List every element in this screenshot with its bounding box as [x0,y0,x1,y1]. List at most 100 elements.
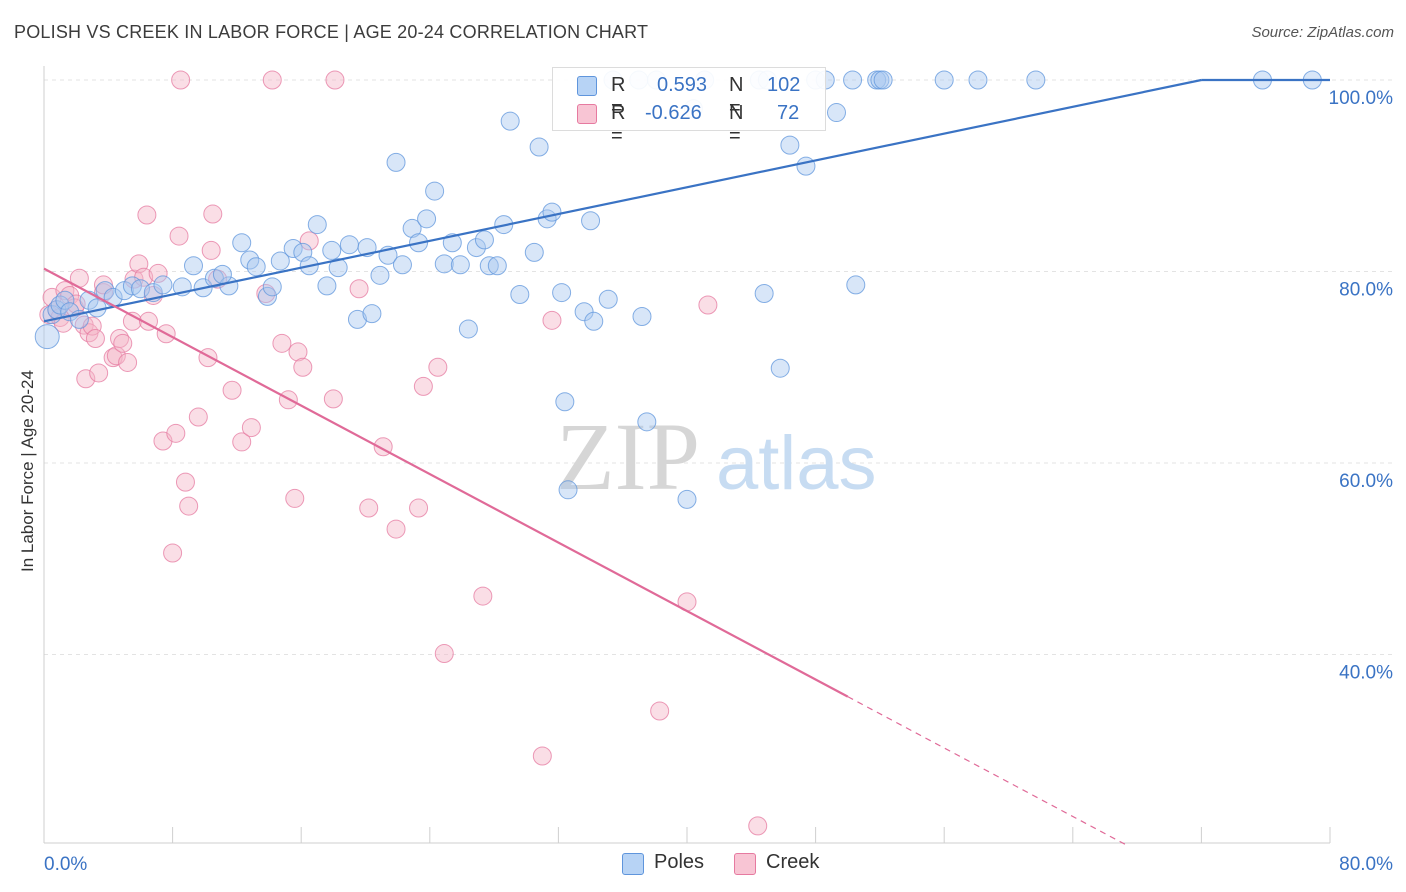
poles-point [95,281,115,301]
poles-point [458,319,478,339]
poles-point [510,284,530,304]
creek-point [169,226,189,246]
creek-point [85,329,105,349]
watermark-zip: ZIP [556,403,700,510]
poles-point [392,255,412,275]
poles-point [487,256,507,276]
creek-point [103,348,123,368]
creek-point [428,357,448,377]
poles-point [402,218,422,238]
poles-point [434,254,454,274]
poles-point [317,276,337,296]
poles-point [262,277,282,297]
poles-point [826,103,846,123]
poles-point [246,257,266,277]
n-label: N = [729,102,744,147]
poles-point [386,152,406,172]
poles-point [637,412,657,432]
tick-labels: 40.0% 60.0% 80.0% 100.0% 0.0% 80.0% [44,88,1393,875]
x-tick-label-min: 0.0% [44,854,87,875]
poles-point [339,235,359,255]
n-label: N = [729,74,744,119]
creek-points [39,70,768,836]
poles-point [529,137,549,157]
poles-point [555,392,575,412]
creek-point [232,432,252,452]
creek-point [203,204,223,224]
poles-point [934,70,954,90]
creek-point [748,816,768,836]
poles-point [425,181,445,201]
creek-point [118,352,138,372]
grid-lines [44,79,1394,655]
poles-n-value: 102 [767,74,801,96]
creek-point [66,294,86,314]
poles-point [153,275,173,295]
creek-point [137,205,157,225]
poles-point [500,111,520,131]
poles-point [574,302,594,322]
creek-point [89,363,109,383]
creek-point [323,389,343,409]
poles-point [183,256,203,276]
poles-point [307,215,327,235]
poles-point [677,489,697,509]
creek-point [175,472,195,492]
poles-point [843,70,863,90]
poles-point [542,202,562,222]
poles-point [581,211,601,231]
poles-point [780,135,800,155]
creek-point [262,70,282,90]
creek-swatch [577,104,597,124]
poles-point [328,258,348,278]
creek-point [288,342,308,362]
source-label: Source: ZipAtlas.com [1251,24,1394,41]
watermark-atlas: atlas [716,421,877,506]
creek-trend-line-extension [847,696,1130,847]
poles-point [846,275,866,295]
creek-point [171,70,191,90]
creek-point [413,376,433,396]
creek-trend-line [43,267,849,698]
creek-legend-label: Creek [766,851,820,873]
creek-point [698,295,718,315]
r-label: R = [611,74,626,119]
creek-point [201,240,221,260]
poles-point [270,251,290,271]
creek-n-value: 72 [777,102,800,124]
poles-point [796,156,816,176]
creek-point [76,369,96,389]
y-tick-label: 40.0% [1339,663,1393,684]
creek-legend-swatch [734,853,756,875]
creek-point [222,380,242,400]
y-tick-label: 80.0% [1339,280,1393,301]
poles-point [322,240,342,260]
poles-point [370,265,390,285]
creek-point [473,586,493,606]
chart-title: POLISH VS CREEK IN LABOR FORCE | AGE 20-… [14,22,649,42]
creek-point [272,333,292,353]
creek-point [349,279,369,299]
poles-point [1026,70,1046,90]
poles-point [552,283,572,303]
poles-point [283,239,303,259]
poles-point [474,230,494,250]
creek-point [434,644,454,664]
poles-point [524,242,544,262]
creek-point [166,423,186,443]
poles-point [212,264,232,284]
creek-point [293,357,313,377]
creek-point [532,746,552,766]
creek-r-value: -0.626 [645,102,702,124]
poles-point [442,233,462,253]
poles-point [968,70,988,90]
poles-point [558,480,578,500]
creek-point [241,418,261,438]
r-label: R = [611,102,626,147]
poles-point [55,290,75,310]
creek-point [650,701,670,721]
poles-swatch [577,76,597,96]
poles-point [130,279,150,299]
poles-point [34,324,60,350]
y-tick-label: 60.0% [1339,471,1393,492]
